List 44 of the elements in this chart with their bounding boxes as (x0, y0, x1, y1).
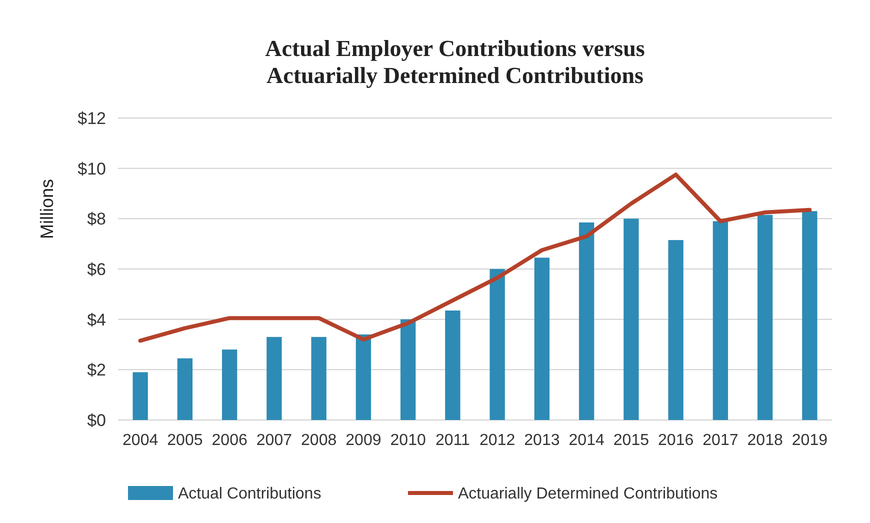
y-tick-label: $2 (87, 360, 106, 380)
bar (534, 258, 550, 420)
x-tick-label: 2007 (256, 432, 292, 449)
x-tick-label: 2010 (390, 432, 426, 449)
x-tick-label: 2012 (480, 432, 516, 449)
bar (668, 240, 684, 420)
x-tick-label: 2015 (613, 432, 650, 449)
x-tick-label: 2004 (122, 432, 158, 449)
x-tick-label: 2013 (524, 432, 560, 449)
x-tick-label: 2016 (658, 432, 694, 449)
x-tick-label: 2011 (435, 432, 470, 449)
bar (757, 214, 773, 420)
x-tick-label: 2006 (212, 432, 248, 449)
bar (132, 372, 148, 420)
bar (445, 310, 460, 420)
x-tick-label: 2009 (346, 432, 382, 449)
y-tick-label: $12 (78, 108, 106, 128)
y-axis-title: Millions (37, 178, 57, 240)
y-tick-label: $6 (87, 260, 106, 279)
bar (311, 336, 326, 420)
bar (490, 269, 505, 420)
bar (222, 350, 238, 420)
chart-title: Actual Employer Contributions versus Actuarially Determined Contributions (265, 36, 645, 88)
x-tick-label: 2017 (702, 432, 738, 449)
x-tick-label: 2008 (301, 432, 337, 449)
legend-label: Actuarially Determined Contributions (458, 486, 718, 503)
bar (624, 218, 639, 420)
x-tick-label: 2019 (792, 432, 828, 449)
bar (802, 211, 818, 420)
bar (712, 221, 728, 420)
bar (356, 334, 372, 420)
bar (266, 336, 282, 420)
x-tick-label: 2018 (747, 432, 783, 449)
bar (177, 358, 193, 420)
bar (578, 222, 594, 420)
y-tick-label: $8 (87, 210, 106, 229)
bar (400, 319, 416, 420)
line-series (138, 172, 812, 343)
y-tick-label: $4 (87, 310, 106, 330)
x-tick-label: 2014 (568, 432, 604, 449)
x-tick-label: 2005 (167, 432, 203, 449)
y-tick-label: $10 (78, 159, 106, 178)
legend-label: Actual Contributions (178, 486, 322, 503)
y-tick-label: $0 (87, 410, 106, 430)
